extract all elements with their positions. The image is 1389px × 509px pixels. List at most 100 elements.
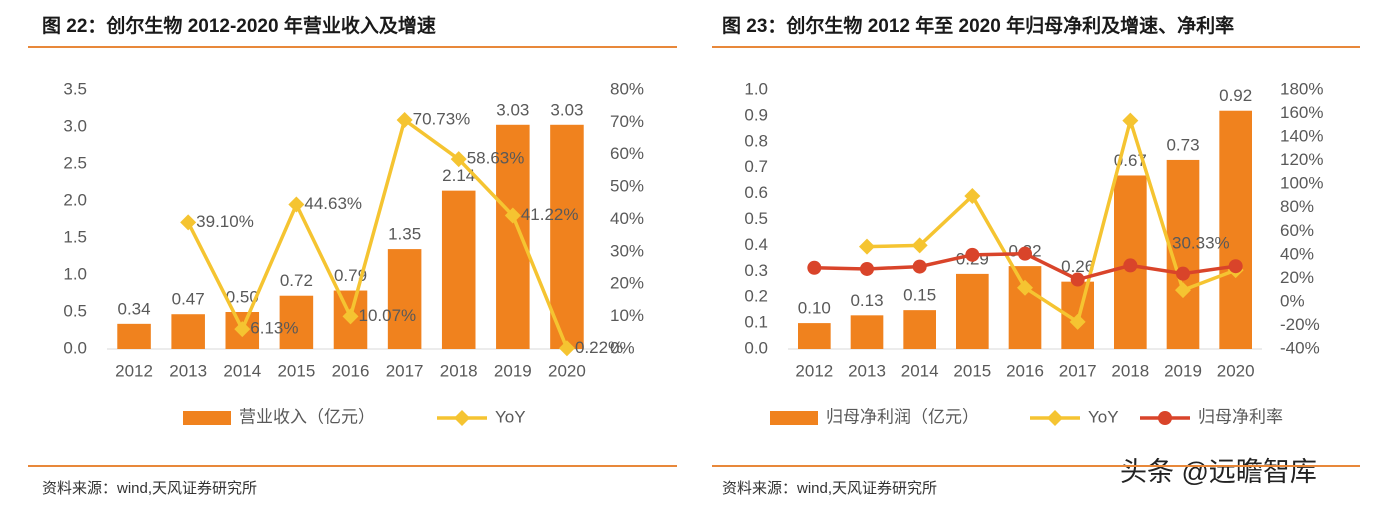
x-tick-label: 2013 [848,361,886,380]
legend-label: 归母净利率 [1198,407,1283,426]
line-value-label: 58.63% [467,149,525,168]
y-tick-label: 0.8 [744,131,768,150]
bar [1219,110,1252,349]
y-tick-label: 2.5 [63,153,87,172]
x-tick-label: 2012 [795,361,833,380]
y2-tick-label: 160% [1280,103,1323,122]
line-marker [180,214,197,231]
y2-tick-label: 80% [610,79,644,98]
line-value-label: 41.22% [521,205,579,224]
bar [496,124,530,349]
line-marker [965,247,980,262]
x-tick-label: 2019 [494,361,532,380]
bar-value-label: 0.72 [280,271,313,290]
y-tick-label: 2.0 [63,190,87,209]
legend-label: 归母净利润（亿元） [826,407,979,426]
y2-tick-label: 100% [1280,174,1323,193]
x-tick-label: 2016 [1006,361,1044,380]
line-value-label: 44.63% [304,194,362,213]
x-tick-label: 2015 [277,361,315,380]
y2-tick-label: 10% [610,306,644,325]
line-marker [450,151,467,168]
bar [850,315,884,349]
bar [550,124,584,349]
x-tick-label: 2013 [169,361,207,380]
legend-marker [454,410,470,426]
line-marker [860,261,874,276]
line-marker [912,259,927,274]
bar [798,323,831,349]
y2-tick-label: 140% [1280,127,1323,146]
bar [1008,266,1042,349]
x-tick-label: 2019 [1164,361,1202,380]
y-tick-label: 0.3 [744,261,768,280]
bar [441,190,476,349]
line-marker [1018,246,1032,261]
legend-label: YoY [495,407,526,426]
x-tick-label: 2015 [953,361,991,380]
x-tick-label: 2020 [548,361,586,380]
bar-value-label: 0.34 [118,299,151,318]
y2-tick-label: 20% [610,274,644,293]
bar-value-label: 3.03 [550,100,583,119]
y2-tick-label: 0% [1280,291,1305,310]
bar [117,323,151,349]
line-marker [288,196,305,213]
bar-value-label: 0.15 [903,286,936,305]
y-tick-label: 1.5 [63,227,87,246]
line-marker [1175,282,1191,299]
y2-tick-label: 80% [1280,197,1314,216]
line-value-label: 6.13% [250,319,298,338]
line-marker [1122,112,1139,129]
y2-tick-label: 20% [1280,268,1314,287]
line-marker [1123,258,1138,273]
line-marker [558,340,575,357]
line-marker [807,260,822,275]
y2-tick-label: -20% [1280,315,1320,334]
line-value-label: 10.07% [359,306,417,325]
bar [903,310,936,349]
legend-label: 营业收入（亿元） [239,407,375,426]
bar-value-label: 0.50 [226,287,259,306]
x-tick-label: 2020 [1217,361,1255,380]
legend-marker [1158,411,1172,425]
line-marker [342,308,359,325]
line-marker [1176,266,1190,281]
y-tick-label: 0.5 [63,301,87,320]
line-series [186,117,569,349]
legend-swatch [770,411,818,425]
line-value-label: 30.33% [1172,234,1230,253]
y2-tick-label: 120% [1280,150,1323,169]
y2-tick-label: 70% [610,112,644,131]
x-tick-label: 2012 [115,361,153,380]
bar-value-label: 0.47 [172,290,205,309]
line-marker [234,321,251,338]
y-tick-label: 0.6 [744,183,768,202]
bar-value-label: 0.26 [1061,257,1094,276]
bar [279,295,314,349]
line-marker [1069,313,1086,330]
y2-tick-label: -40% [1280,338,1320,357]
x-tick-label: 2017 [386,361,424,380]
y2-tick-label: 40% [610,209,644,228]
y-tick-label: 0.9 [744,105,768,124]
line-marker [1017,279,1033,296]
x-tick-label: 2018 [1111,361,1149,380]
bar-value-label: 1.35 [388,225,421,244]
line-value-label: 70.73% [413,109,471,128]
bar-value-label: 3.03 [496,100,529,119]
line-value-label: 0.22% [575,338,623,357]
y-tick-label: 0.4 [744,235,768,254]
y2-tick-label: 60% [610,144,644,163]
y-tick-label: 0.0 [63,338,87,357]
x-tick-label: 2016 [332,361,370,380]
bar-value-label: 0.10 [798,299,831,318]
bar-value-label: 0.73 [1166,135,1199,154]
y-tick-label: 3.5 [63,79,87,98]
x-tick-label: 2014 [901,361,939,380]
watermark: 头条 @远瞻智库 [1120,457,1317,487]
y2-tick-label: 40% [1280,244,1314,263]
y-tick-label: 0.5 [744,209,768,228]
bar-value-label: 2.14 [442,166,475,185]
y2-tick-label: 50% [610,177,644,196]
